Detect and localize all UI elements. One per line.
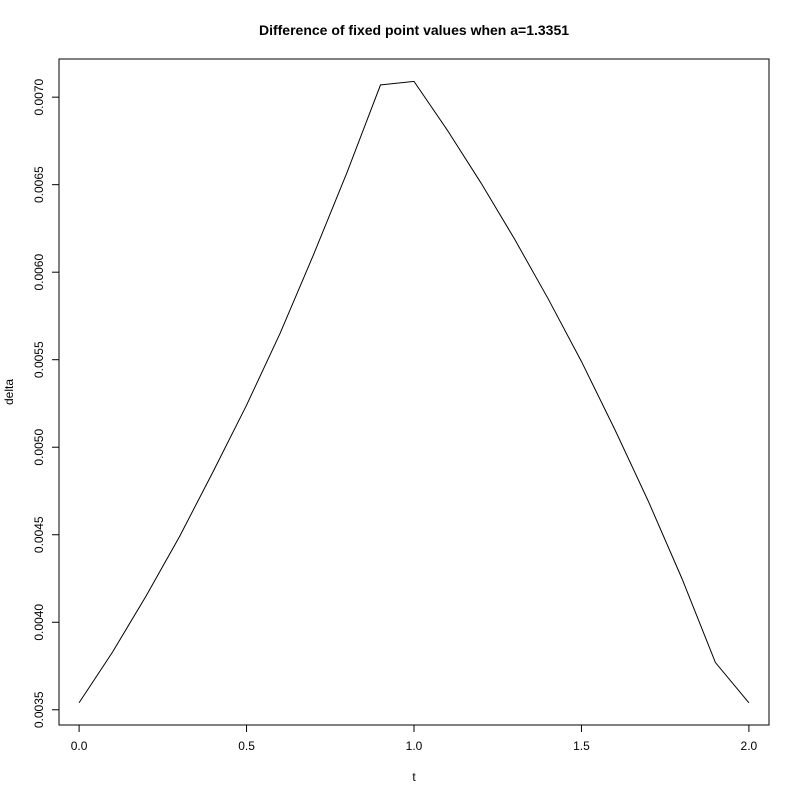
x-axis: 0.0 0.5 1.0 1.5 2.0	[71, 724, 758, 753]
y-axis-label: delta	[2, 379, 16, 405]
x-tick-label: 2.0	[741, 739, 758, 753]
y-tick-label: 0.0065	[32, 166, 46, 203]
y-tick-label: 0.0050	[32, 429, 46, 466]
x-tick-label: 0.5	[238, 739, 255, 753]
chart-title: Difference of fixed point values when a=…	[259, 22, 569, 38]
y-tick-label: 0.0055	[32, 341, 46, 378]
series-layer	[78, 80, 750, 704]
x-tick-label: 1.0	[406, 739, 423, 753]
series-line	[78, 80, 750, 704]
y-tick-label: 0.0040	[32, 604, 46, 641]
x-axis-label: t	[412, 770, 416, 784]
y-tick-label: 0.0070	[32, 78, 46, 115]
x-tick-label: 0.0	[71, 739, 88, 753]
y-tick-label: 0.0035	[32, 691, 46, 728]
y-tick-label: 0.0060	[32, 254, 46, 291]
x-tick-label: 1.5	[573, 739, 590, 753]
y-axis: 0.0035 0.0040 0.0045 0.0050 0.0055 0.0060 0.00…	[32, 78, 60, 728]
plot-frame	[58, 58, 770, 726]
y-tick-label: 0.0045	[32, 516, 46, 553]
